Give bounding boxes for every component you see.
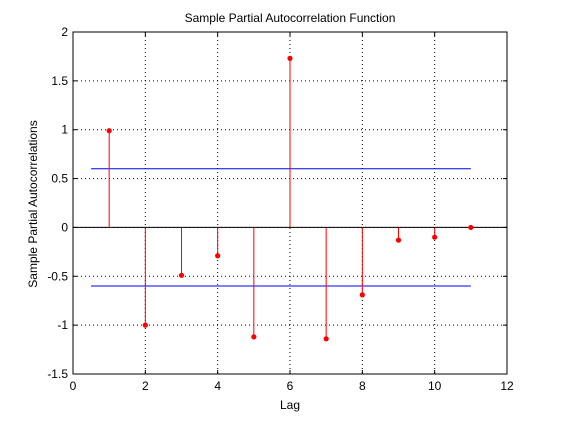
stem-marker-lag-1 [106,128,112,134]
stem-marker-lag-6 [287,55,293,61]
stem-marker-lag-4 [215,253,221,259]
ticks-layer: 0 2 4 6 8 10 12 -1.5 -1 -0.5 0 0.5 1 1.5 2 [47,25,514,393]
x-tick-label-0: 0 [70,379,77,393]
y-tick-label-0: -1.5 [47,367,68,381]
x-tick-label-1: 2 [142,379,149,393]
x-tick-label-2: 4 [214,379,221,393]
x-axis-label: Lag [280,398,300,412]
y-tick-label-7: 2 [61,25,68,39]
x-tick-label-3: 6 [287,379,294,393]
stem-marker-lag-8 [359,292,365,298]
stem-marker-lag-11 [468,224,474,231]
stem-marker-lag-10 [432,234,438,240]
y-tick-label-3: 0 [61,220,68,234]
confidence-bounds-layer [91,168,471,287]
x-tick-label-5: 10 [428,379,442,393]
stem-marker-lag-7 [323,336,329,342]
x-tick-label-4: 8 [359,379,366,393]
x-tick-label-6: 12 [500,379,514,393]
stems-layer [106,55,474,342]
stem-marker-lag-5 [251,334,257,340]
y-tick-label-1: -1 [57,318,68,332]
stem-marker-lag-2 [142,322,148,328]
y-tick-label-5: 1 [61,123,68,137]
stem-marker-lag-9 [395,237,402,243]
chart-title: Sample Partial Autocorrelation Function [185,11,396,25]
stem-marker-lag-3 [178,272,185,278]
y-tick-label-4: 0.5 [51,172,68,186]
y-axis-label: Sample Partial Autocorrelations [26,120,40,287]
y-tick-label-6: 1.5 [51,74,68,88]
y-tick-label-2: -0.5 [47,269,68,283]
